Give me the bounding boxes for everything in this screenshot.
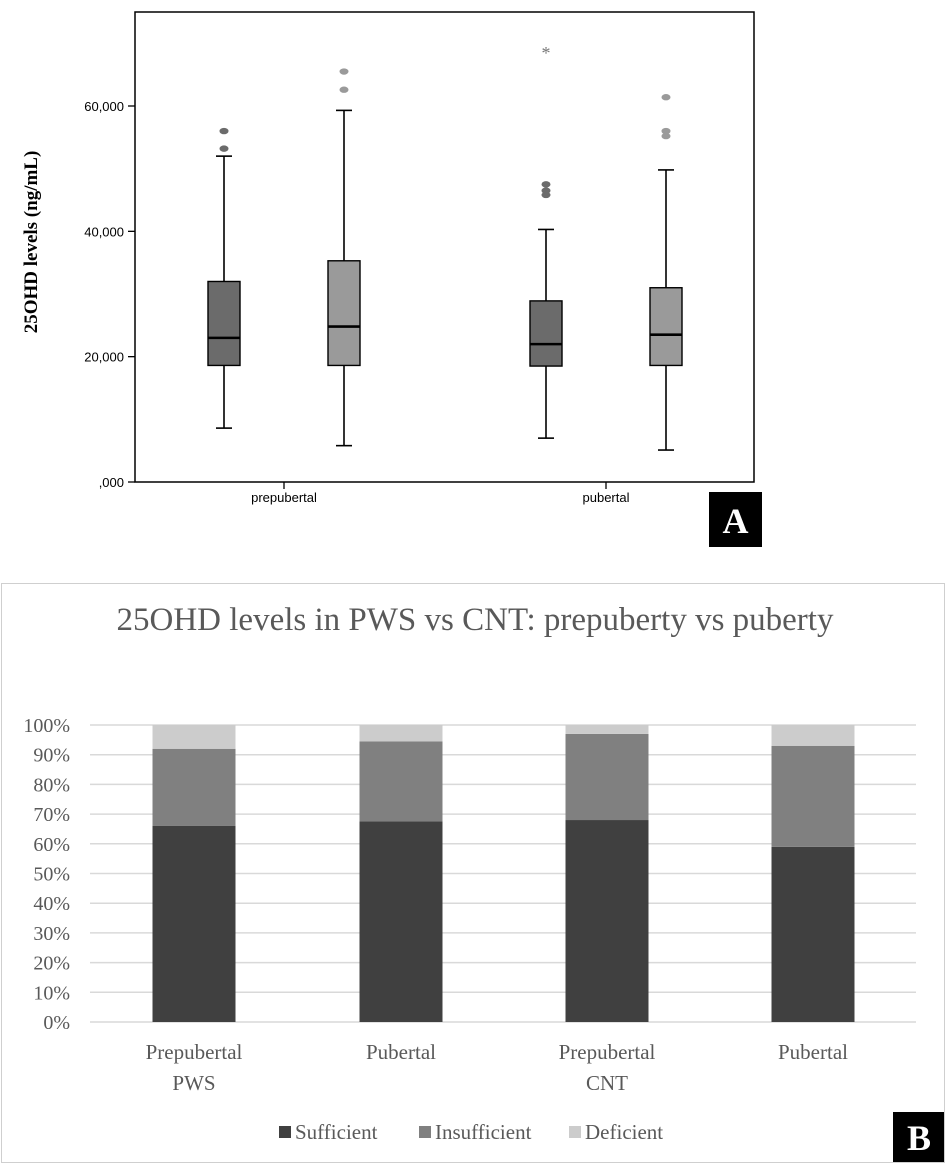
bar-insufficient: [152, 748, 236, 826]
legend-label: Insufficient: [435, 1120, 532, 1144]
y-axis-label: 25OHD levels (ng/mL): [21, 151, 42, 334]
x-tick-label: Pubertal: [366, 1040, 436, 1064]
y-tick-label: 90%: [33, 745, 70, 767]
box-cnt-pubertal: [649, 287, 683, 367]
legend-swatch: [279, 1126, 291, 1138]
y-tick-label: 20%: [33, 953, 70, 975]
panel-a: ,000 20,000 40,000 60,000 25OHD levels (ng/m…: [0, 0, 948, 560]
y-tick-label: 50%: [33, 864, 70, 886]
box-pws-pubertal: [529, 300, 563, 367]
bar-sufficient: [152, 825, 236, 1022]
y-tick-label: 70%: [33, 804, 70, 826]
outlier-point: [339, 68, 349, 75]
x-tick-label: Prepubertal: [559, 1040, 656, 1064]
panel-label-b: B: [907, 1118, 931, 1158]
y-tick-label: 40%: [33, 893, 70, 915]
x-tick-label: prepubertal: [251, 490, 317, 505]
boxplot-chart: ,000 20,000 40,000 60,000 25OHD levels (ng/m…: [21, 11, 762, 547]
panel-label-box: [709, 492, 762, 547]
outlier-point: [661, 127, 671, 135]
bar-insufficient: [359, 741, 443, 822]
x-tick-label: Prepubertal: [146, 1040, 243, 1064]
chart-title: 25OHD levels in PWS vs CNT: prepuberty v…: [117, 602, 834, 638]
x-tick-label: CNT: [586, 1071, 628, 1095]
y-tick-label: 30%: [33, 923, 70, 945]
y-tick-label: 10%: [33, 982, 70, 1004]
y-tick-label: 80%: [33, 774, 70, 796]
legend-swatch: [419, 1126, 431, 1138]
extreme-point: *: [542, 43, 551, 63]
legend-swatch: [569, 1126, 581, 1138]
outlier-point: [219, 145, 229, 152]
plot-frame: [134, 11, 755, 483]
y-tick-label: ,000: [99, 475, 124, 490]
bar-deficient: [359, 725, 443, 742]
bar-sufficient: [565, 820, 649, 1022]
y-tick-label: 60%: [33, 834, 70, 856]
outlier-point: [541, 181, 551, 188]
x-tick-label: pubertal: [583, 490, 630, 505]
bar-deficient: [771, 725, 855, 746]
stacked-bar-chart: 25OHD levels in PWS vs CNT: prepuberty v…: [23, 602, 945, 1162]
outlier-point: [661, 94, 671, 101]
x-tick-label: Pubertal: [778, 1040, 848, 1064]
box-cnt-prepubertal: [327, 260, 361, 367]
outlier-point: [661, 132, 671, 140]
y-tick-label: 0%: [43, 1012, 70, 1034]
bar-sufficient: [771, 846, 855, 1022]
bar-deficient: [152, 725, 236, 749]
panel-b: 25OHD levels in PWS vs CNT: prepuberty v…: [1, 583, 945, 1163]
box-pws-prepubertal: [207, 280, 241, 367]
panel-label-box: [893, 1112, 945, 1162]
outlier-point: [339, 86, 349, 93]
outlier-point: [541, 191, 551, 199]
outlier-point: [219, 127, 229, 135]
legend-label: Deficient: [585, 1120, 663, 1144]
y-tick-label: 60,000: [84, 99, 124, 114]
bar-sufficient: [359, 821, 443, 1022]
y-tick-label: 40,000: [84, 224, 124, 239]
outlier-point: [541, 187, 551, 194]
bar-insufficient: [771, 745, 855, 847]
legend-label: Sufficient: [295, 1120, 378, 1144]
bar-deficient: [565, 725, 649, 734]
x-tick-label: PWS: [172, 1071, 215, 1095]
panel-label-a: A: [723, 501, 749, 541]
y-tick-label: 20,000: [84, 350, 124, 365]
bar-insufficient: [565, 733, 649, 821]
y-tick-label: 100%: [23, 715, 70, 737]
